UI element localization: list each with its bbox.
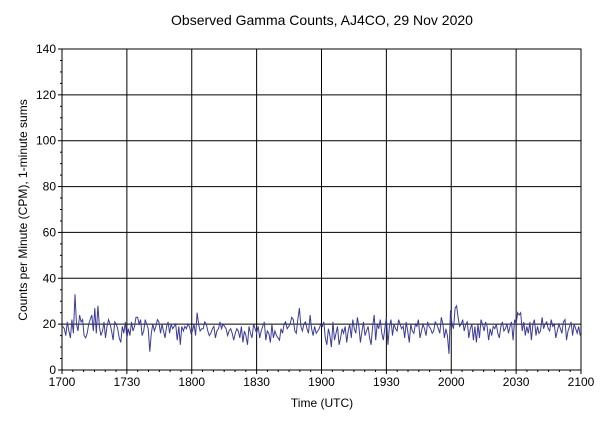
x-tick-label: 2030 xyxy=(503,375,530,389)
x-tick-label: 1700 xyxy=(49,375,76,389)
series-line xyxy=(62,294,581,354)
grid xyxy=(62,49,581,370)
y-tick-label: 0 xyxy=(49,363,56,377)
y-tick-label: 60 xyxy=(43,225,57,239)
y-tick-label: 100 xyxy=(36,134,56,148)
y-tick-label: 140 xyxy=(36,42,56,56)
data-series xyxy=(62,294,581,354)
x-tick-label: 2000 xyxy=(438,375,465,389)
x-tick-label: 2100 xyxy=(568,375,595,389)
axis-ticks: 1700 1730 1800 1830 1900 1930 2000 2030 2100 0 20 4… xyxy=(36,42,595,389)
x-tick-label: 1900 xyxy=(308,375,335,389)
chart-title: Observed Gamma Counts, AJ4CO, 29 Nov 202… xyxy=(171,12,473,28)
y-axis-label: Counts per Minute (CPM), 1-minute sums xyxy=(16,99,30,320)
x-tick-label: 1830 xyxy=(243,375,270,389)
y-tick-label: 120 xyxy=(36,88,56,102)
x-axis-label: Time (UTC) xyxy=(291,396,353,410)
x-tick-label: 1730 xyxy=(114,375,141,389)
y-tick-label: 80 xyxy=(43,180,57,194)
x-tick-label: 1800 xyxy=(178,375,205,389)
y-tick-label: 20 xyxy=(43,317,57,331)
x-tick-label: 1930 xyxy=(373,375,400,389)
y-tick-label: 40 xyxy=(43,271,57,285)
